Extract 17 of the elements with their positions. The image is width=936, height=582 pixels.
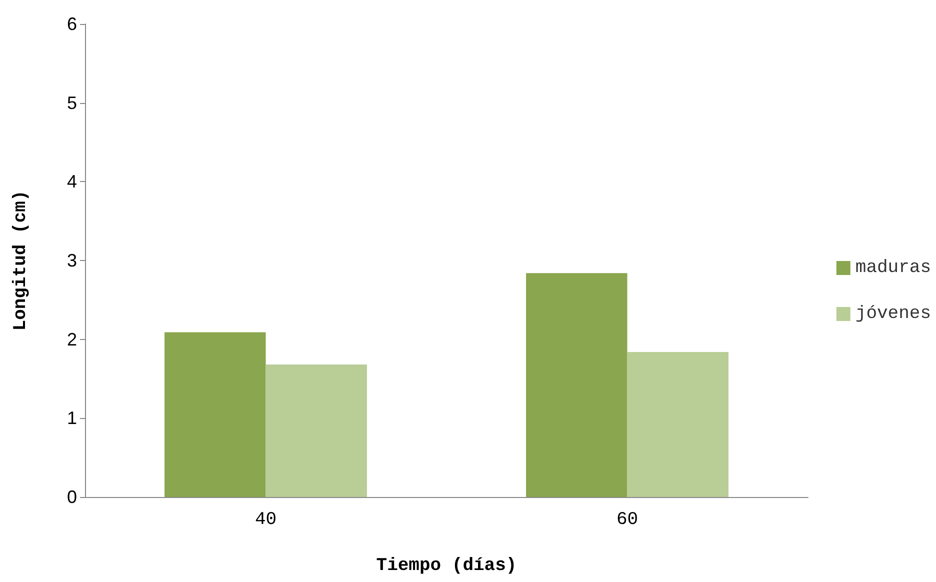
y-axis-title: Longitud (cm) — [11, 190, 31, 331]
bar — [164, 332, 266, 497]
y-tick-label: 6 — [66, 14, 77, 34]
bar — [526, 273, 628, 497]
legend-label: jóvenes — [855, 304, 932, 324]
y-tick-label: 5 — [66, 92, 77, 113]
x-tick-label: 40 — [254, 510, 277, 530]
y-tick-label: 4 — [66, 172, 77, 192]
y-tick-label: 1 — [66, 408, 77, 428]
y-tick-label: 2 — [66, 329, 77, 350]
x-tick-label: 60 — [616, 510, 638, 530]
legend-label: maduras — [855, 258, 932, 278]
y-tick-label: 3 — [66, 250, 77, 270]
bar — [627, 352, 728, 497]
y-tick-label: 0 — [66, 487, 77, 507]
bar — [266, 364, 367, 497]
x-axis-title: Tiempo (días) — [376, 556, 517, 576]
